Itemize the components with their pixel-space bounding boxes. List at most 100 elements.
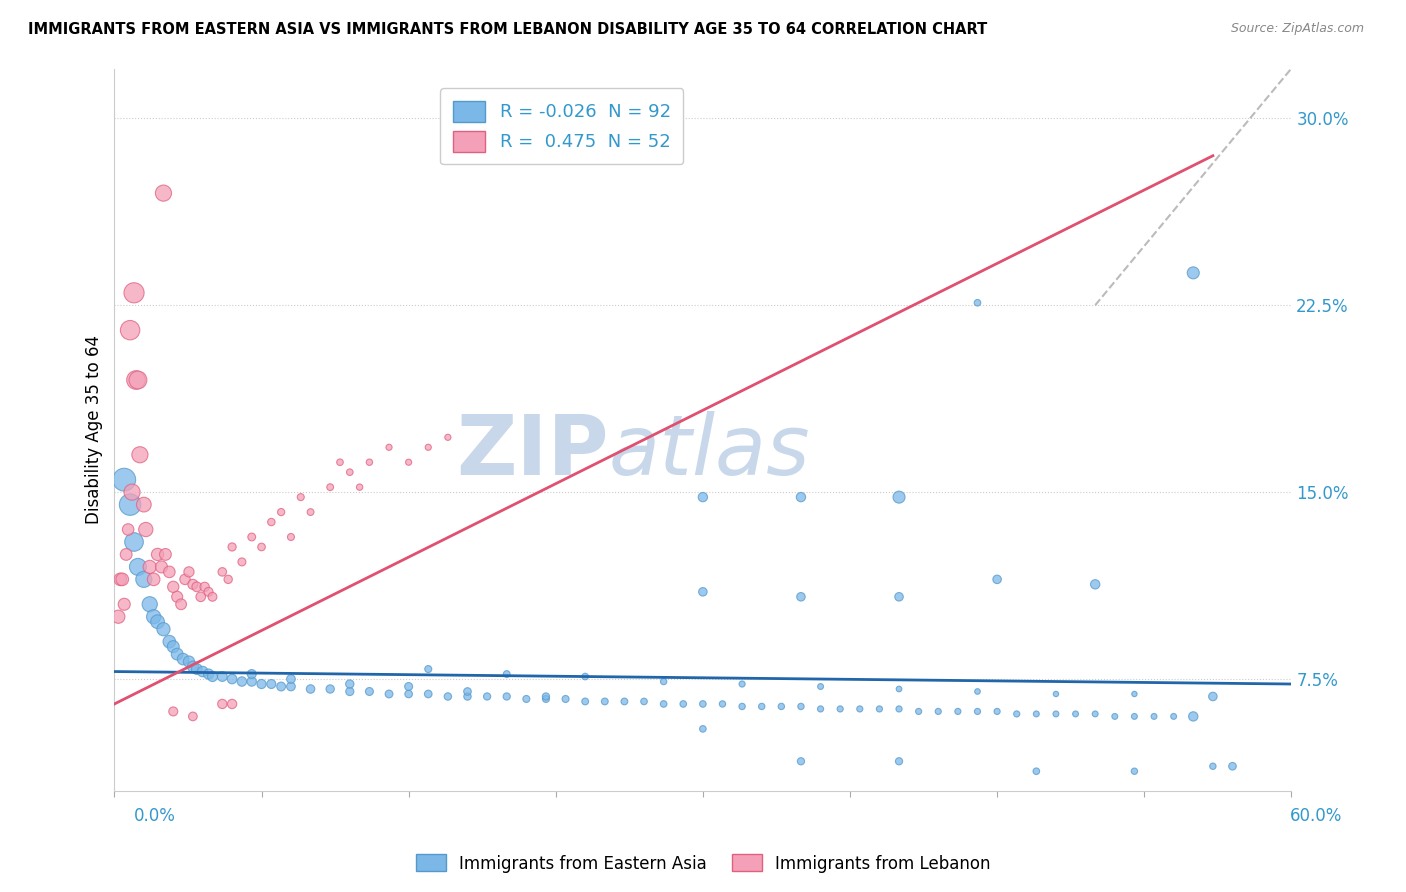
Point <box>790 699 813 714</box>
Point <box>201 669 224 683</box>
Point <box>495 667 517 681</box>
Point <box>250 540 273 554</box>
Point <box>181 577 204 591</box>
Point <box>221 672 243 686</box>
Point <box>125 373 148 387</box>
Point <box>319 480 342 494</box>
Text: 60.0%: 60.0% <box>1291 807 1343 825</box>
Point <box>359 455 381 469</box>
Point <box>177 655 200 669</box>
Point <box>810 702 832 716</box>
Point <box>290 490 312 504</box>
Point <box>111 573 134 587</box>
Point <box>1084 706 1107 721</box>
Text: 0.0%: 0.0% <box>134 807 176 825</box>
Point <box>986 705 1008 719</box>
Text: IMMIGRANTS FROM EASTERN ASIA VS IMMIGRANTS FROM LEBANON DISABILITY AGE 35 TO 64 : IMMIGRANTS FROM EASTERN ASIA VS IMMIGRAN… <box>28 22 987 37</box>
Point <box>270 505 292 519</box>
Point <box>280 530 302 544</box>
Point <box>152 622 174 636</box>
Point <box>810 680 832 694</box>
Point <box>299 681 322 696</box>
Point <box>190 590 212 604</box>
Point <box>186 662 208 676</box>
Point <box>110 573 132 587</box>
Point <box>132 498 155 512</box>
Point <box>329 455 352 469</box>
Point <box>418 440 440 454</box>
Point <box>138 560 160 574</box>
Point <box>907 705 929 719</box>
Point <box>142 609 165 624</box>
Point <box>162 580 184 594</box>
Point <box>122 535 145 549</box>
Point <box>177 565 200 579</box>
Point <box>398 687 420 701</box>
Point <box>1143 709 1166 723</box>
Point <box>217 573 239 587</box>
Point <box>790 754 813 768</box>
Point <box>887 754 910 768</box>
Point <box>240 674 263 689</box>
Legend: Immigrants from Eastern Asia, Immigrants from Lebanon: Immigrants from Eastern Asia, Immigrants… <box>409 847 997 880</box>
Point <box>155 548 177 562</box>
Point <box>1202 690 1225 704</box>
Point <box>181 659 204 673</box>
Point <box>770 699 793 714</box>
Point <box>170 597 193 611</box>
Point <box>868 702 890 716</box>
Point <box>1182 709 1205 723</box>
Point <box>652 674 675 689</box>
Point <box>146 615 169 629</box>
Point <box>711 697 734 711</box>
Point <box>339 465 361 479</box>
Point <box>107 609 129 624</box>
Point <box>398 680 420 694</box>
Point <box>146 548 169 562</box>
Point <box>966 684 988 698</box>
Legend: R = -0.026  N = 92, R =  0.475  N = 52: R = -0.026 N = 92, R = 0.475 N = 52 <box>440 88 683 164</box>
Point <box>349 480 371 494</box>
Point <box>1202 759 1225 773</box>
Point <box>1025 706 1047 721</box>
Point <box>162 640 184 654</box>
Point <box>692 697 714 711</box>
Point <box>613 694 636 708</box>
Point <box>122 285 145 300</box>
Point <box>260 515 283 529</box>
Point <box>221 697 243 711</box>
Point <box>162 705 184 719</box>
Point <box>475 690 498 704</box>
Point <box>157 634 180 648</box>
Point <box>197 667 219 681</box>
Point <box>574 694 596 708</box>
Point <box>339 684 361 698</box>
Text: ZIP: ZIP <box>456 411 609 492</box>
Point <box>270 680 292 694</box>
Point <box>120 498 142 512</box>
Point <box>138 597 160 611</box>
Point <box>1104 709 1126 723</box>
Point <box>751 699 773 714</box>
Point <box>181 709 204 723</box>
Point <box>174 573 197 587</box>
Point <box>437 690 460 704</box>
Point <box>194 580 217 594</box>
Point <box>887 681 910 696</box>
Point <box>456 684 478 698</box>
Point <box>927 705 949 719</box>
Point <box>211 669 233 683</box>
Point <box>456 690 478 704</box>
Point <box>186 580 208 594</box>
Point <box>554 692 576 706</box>
Point <box>966 705 988 719</box>
Point <box>166 590 188 604</box>
Point <box>378 687 401 701</box>
Point <box>127 373 149 387</box>
Point <box>120 323 142 337</box>
Point <box>946 705 969 719</box>
Point <box>280 680 302 694</box>
Point <box>231 674 253 689</box>
Point <box>1025 764 1047 779</box>
Point <box>515 692 537 706</box>
